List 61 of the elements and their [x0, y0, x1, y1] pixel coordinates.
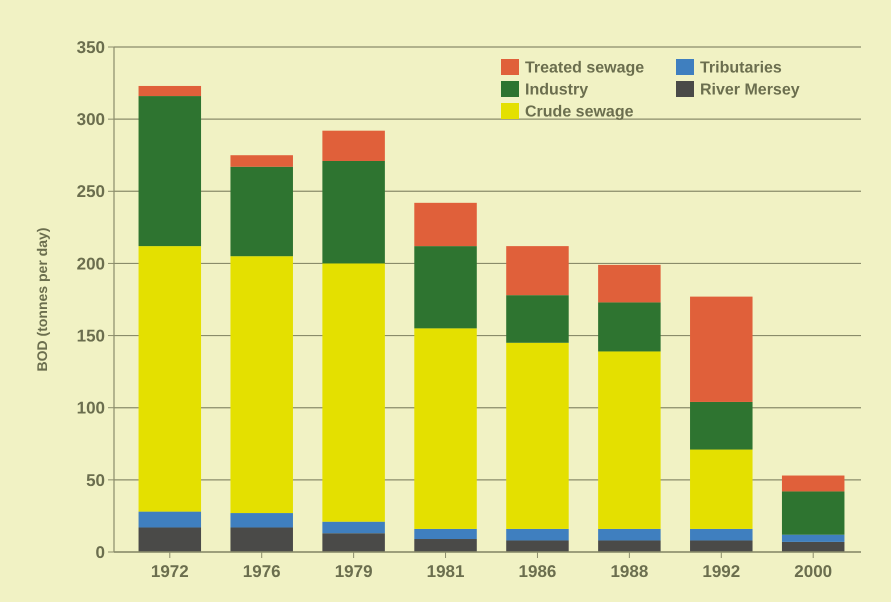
y-tick-label: 200 — [76, 254, 105, 274]
bar — [414, 528, 477, 540]
y-tick-label: 150 — [76, 326, 105, 346]
bar — [782, 542, 844, 552]
bar — [782, 491, 844, 535]
x-tick-label: 1986 — [518, 562, 556, 581]
bar — [414, 246, 477, 328]
bar — [690, 296, 753, 402]
x-tick-label: 1988 — [610, 562, 648, 581]
bar — [322, 130, 385, 161]
bar — [138, 527, 202, 552]
y-tick-label: 300 — [76, 110, 105, 130]
legend-label: River Mersey — [700, 82, 800, 99]
bar — [690, 450, 753, 529]
y-tick-label: 350 — [76, 38, 105, 57]
bar — [506, 528, 569, 540]
x-tick-label: 2000 — [794, 562, 832, 581]
bar — [322, 522, 385, 534]
bar — [230, 256, 293, 514]
bar — [598, 351, 661, 529]
legend-label: Crude sewage — [525, 104, 634, 121]
bar — [414, 202, 477, 246]
bar — [138, 512, 202, 528]
bar — [782, 534, 844, 542]
bar — [598, 264, 661, 302]
x-tick-label: 1992 — [702, 562, 740, 581]
legend-label: Industry — [525, 82, 588, 99]
bar — [414, 539, 477, 552]
bar — [598, 528, 661, 540]
bar — [138, 246, 202, 512]
bar — [506, 295, 569, 343]
y-tick-label: 100 — [76, 398, 105, 418]
x-tick-label: 1979 — [334, 562, 373, 581]
bar — [230, 527, 293, 552]
bar — [690, 528, 753, 540]
y-tick-label: 250 — [76, 182, 105, 202]
bar — [782, 476, 844, 492]
bar — [690, 540, 753, 552]
legend-label: Treated sewage — [525, 60, 644, 77]
bar — [138, 96, 202, 246]
legend-label: Tributaries — [700, 60, 782, 77]
bar — [230, 513, 293, 528]
bar — [598, 540, 661, 552]
x-tick-label: 1981 — [426, 562, 464, 581]
bar — [322, 533, 385, 552]
bar — [230, 166, 293, 256]
y-tick-label: 0 — [96, 542, 105, 562]
x-tick-label: 1972 — [150, 562, 189, 581]
bar — [230, 155, 293, 167]
bar — [598, 302, 661, 352]
y-tick-label: 50 — [86, 470, 105, 490]
bar — [506, 246, 569, 296]
bar — [506, 342, 569, 529]
bar — [690, 402, 753, 450]
bar — [506, 540, 569, 552]
bar — [414, 328, 477, 529]
bar — [322, 263, 385, 522]
bar — [138, 86, 202, 96]
bar — [322, 160, 385, 264]
x-tick-label: 1976 — [242, 562, 281, 581]
y-axis-title: BOD (tonnes per day) — [34, 228, 50, 372]
